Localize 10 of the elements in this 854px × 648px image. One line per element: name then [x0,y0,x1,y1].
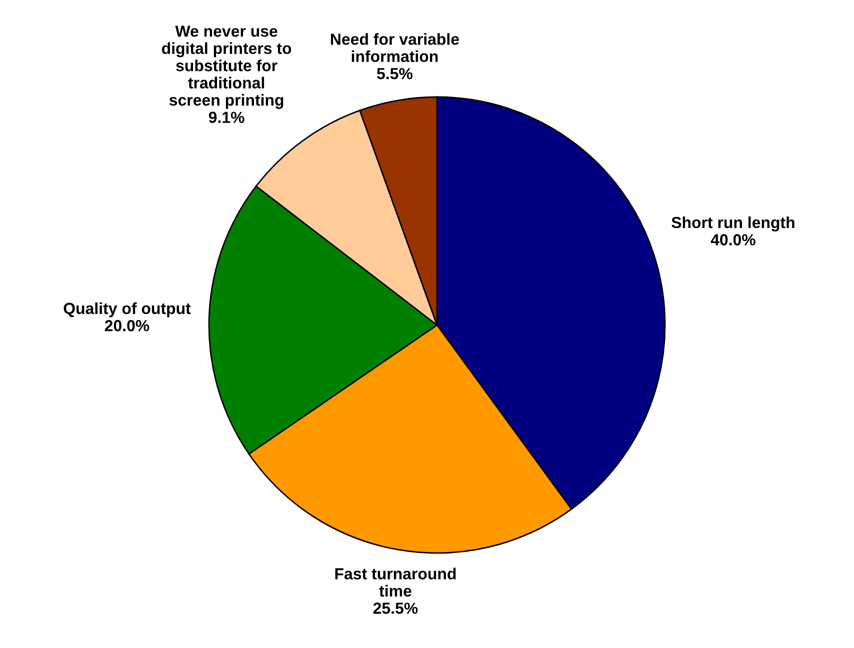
slice-label: We never use digital printers to substitute for traditional screen printing [162,26,292,109]
slice-label: Short run length [672,216,794,232]
slice-label: Need for variable information [330,33,459,62]
data-label: 9.1% [208,112,244,123]
data-label: 25.5% [373,602,418,614]
data-label: 20.0% [104,320,150,332]
data-label: 5.5% [376,68,412,80]
data-label: 40.0% [710,234,756,246]
slice-label: Fast turnaround time [335,568,456,597]
slice-label: Quality of output [64,302,191,318]
